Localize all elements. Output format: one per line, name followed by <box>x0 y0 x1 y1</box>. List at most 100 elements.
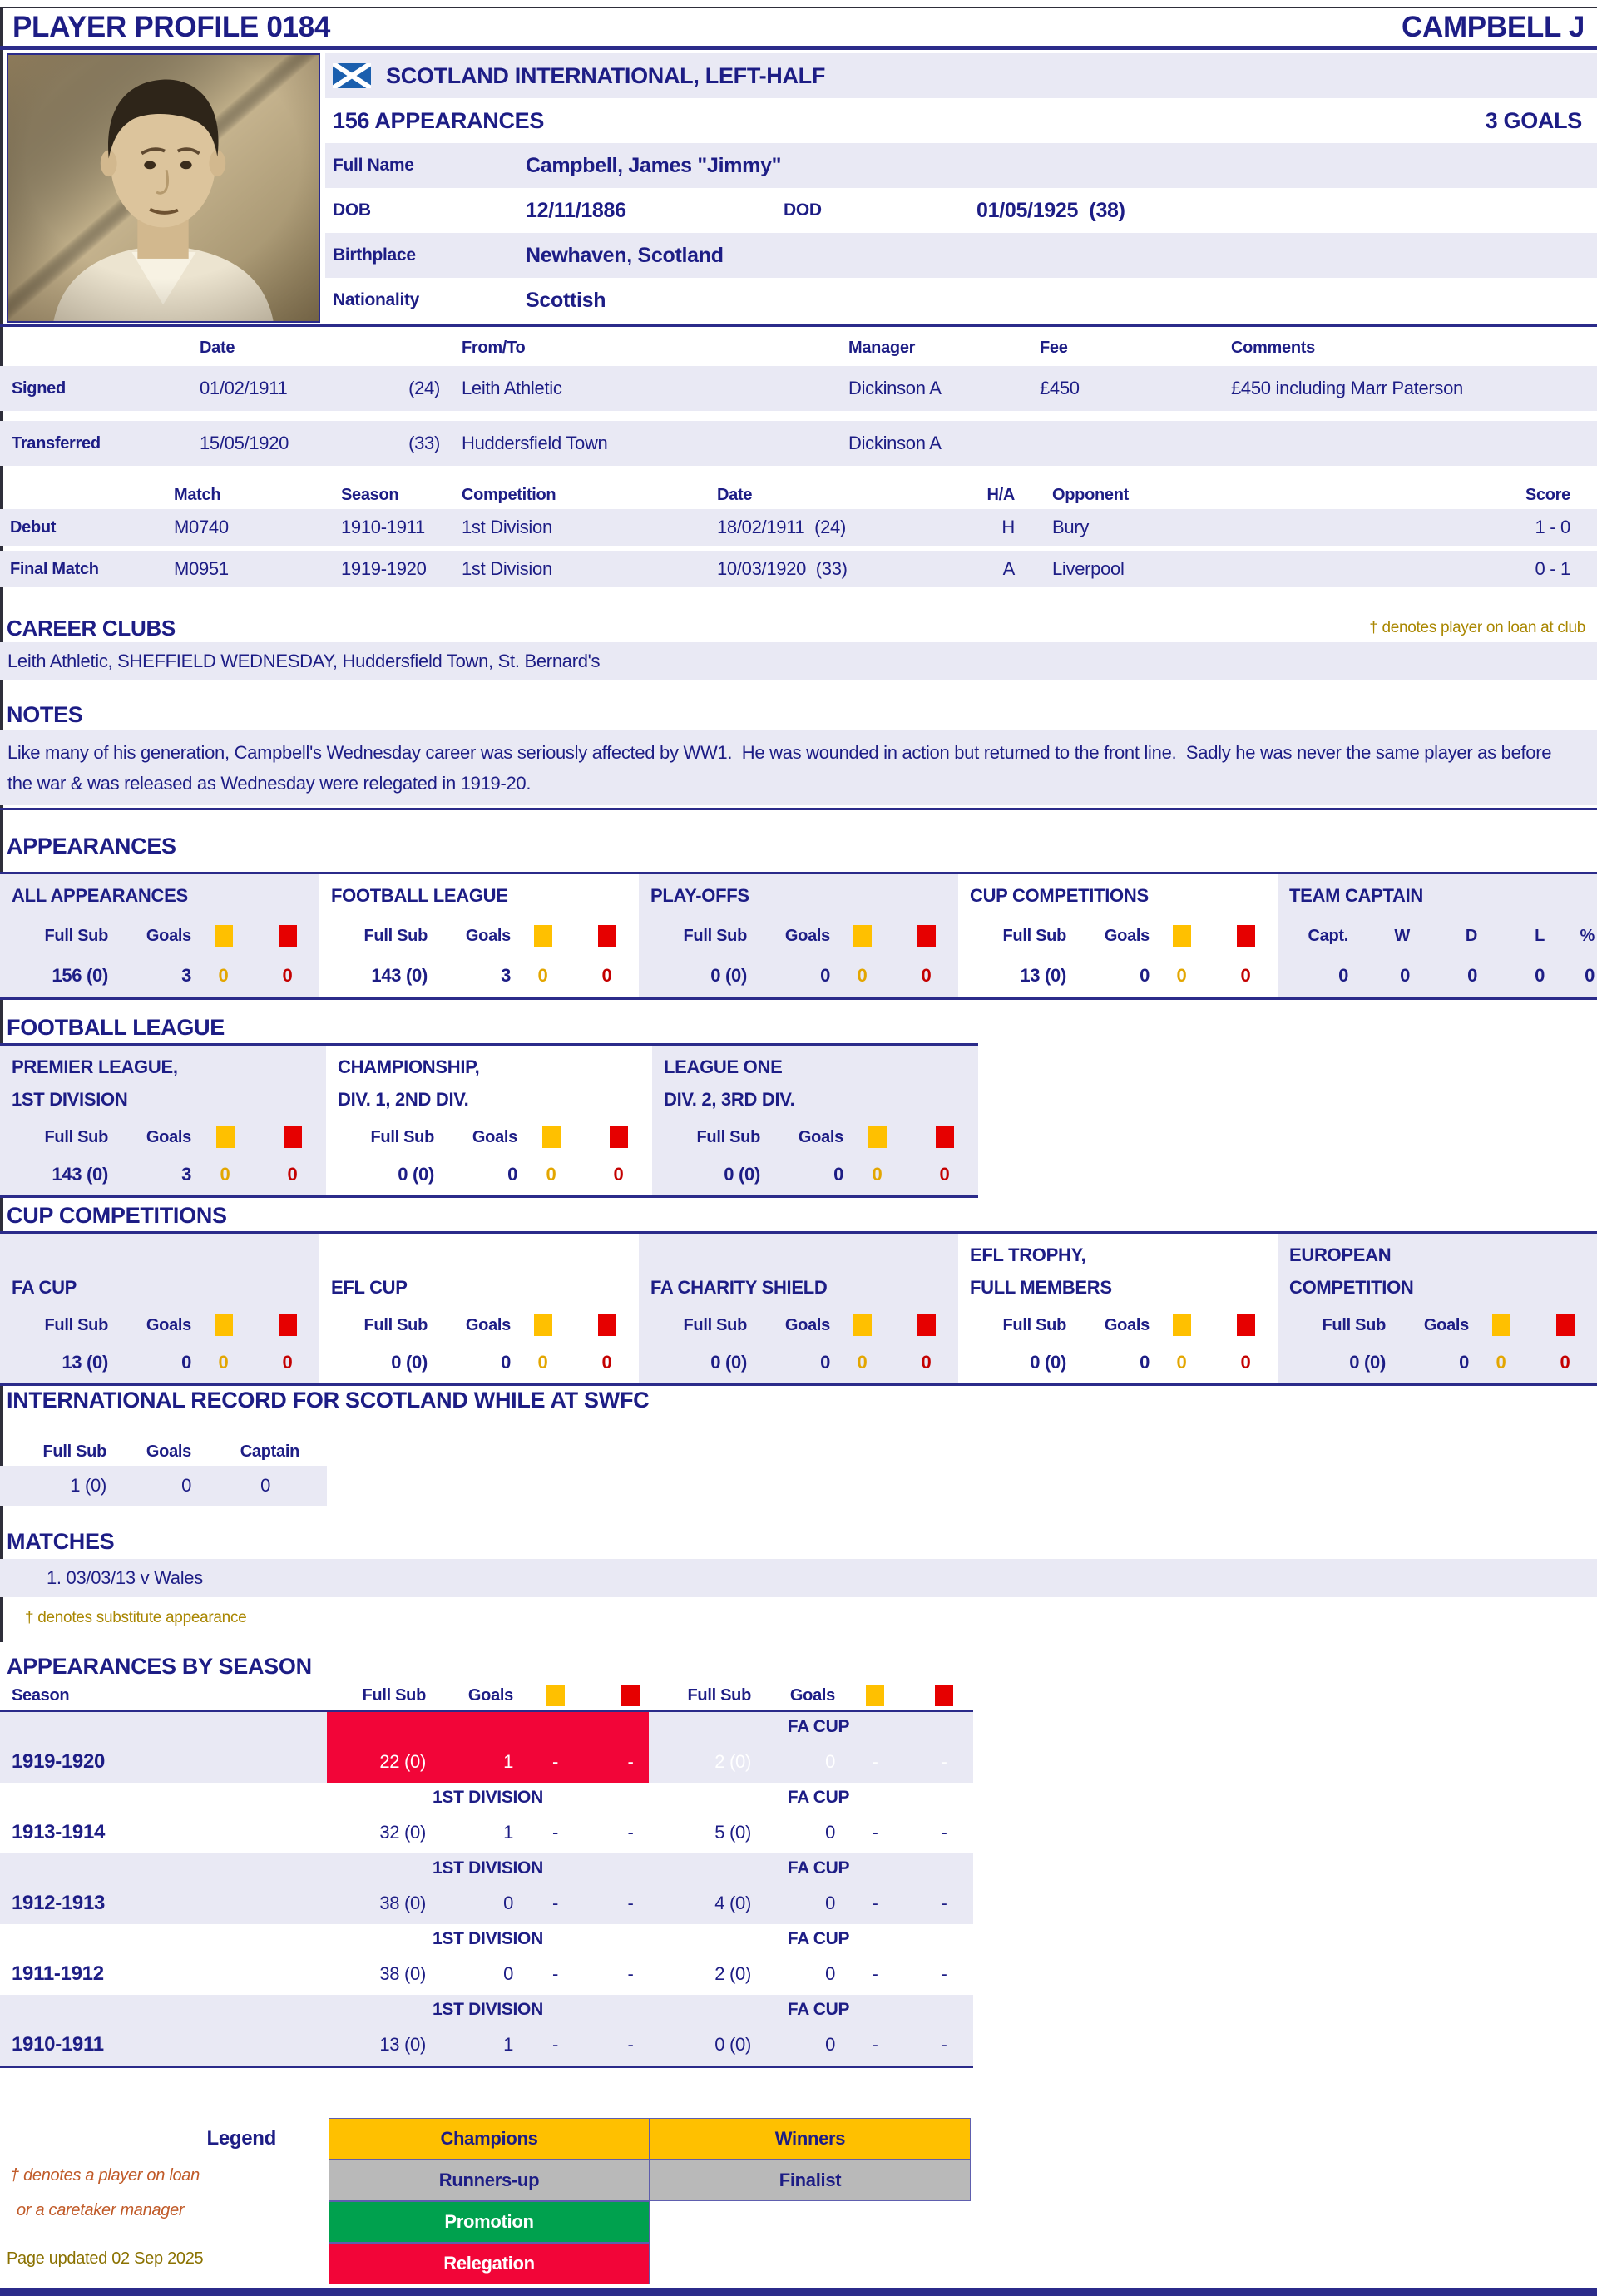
yellow-value: 0 <box>546 1164 556 1185</box>
red-card-icon <box>1236 1314 1255 1336</box>
page-updated: Page updated 02 Sep 2025 <box>7 2249 204 2268</box>
full-name-label: Full Name <box>333 156 414 175</box>
final-score: 0 - 1 <box>1535 558 1570 579</box>
football-league-title: FOOTBALL LEAGUE <box>7 1015 225 1040</box>
yellow-card-icon <box>214 925 233 947</box>
league-goals: 0 <box>503 1893 513 1913</box>
cup-yellow: - <box>872 2034 878 2055</box>
signed-date: 01/02/1911 <box>200 378 288 398</box>
league-full-sub: 13 (0) <box>379 2034 426 2055</box>
transferred-label: Transferred <box>12 433 101 453</box>
cup-yellow: - <box>872 1822 878 1843</box>
international-values: 1 (0) 0 0 <box>0 1466 327 1506</box>
panel-efl-trophy: EFL TROPHY, FULL MEMBERS Full Sub Goals … <box>958 1234 1278 1383</box>
panel-championship: CHAMPIONSHIP, DIV. 1, 2ND DIV. Full Sub … <box>326 1046 652 1195</box>
panel-title-line1 <box>639 1239 958 1271</box>
cup-goals: 0 <box>825 1893 835 1913</box>
goals-header: Goals <box>1104 1315 1150 1334</box>
red-value: 0 <box>282 965 293 986</box>
debut-competition: 1st Division <box>462 517 552 537</box>
dod-value: 01/05/1925 (38) <box>976 198 1125 222</box>
full-sub-header: Full Sub <box>1322 1315 1387 1334</box>
league-full-sub: 38 (0) <box>379 1893 426 1913</box>
red-card-icon <box>917 925 936 947</box>
league-red: - <box>627 2034 634 2055</box>
panel-charity-shield: FA CHARITY SHIELD Full Sub Goals 0 (0) 0… <box>639 1234 958 1383</box>
full-name-value: Campbell, James "Jimmy" <box>526 153 782 177</box>
col-comments: Comments <box>1231 338 1315 357</box>
cup-competition-label: FA CUP <box>787 1929 850 1948</box>
goals-header: Goals <box>1104 926 1150 945</box>
season-label: 1912-1913 <box>12 1892 106 1914</box>
appearances-table: ALL APPEARANCES Full Sub Goals 156 (0) 3… <box>0 872 1597 1000</box>
debut-score: 1 - 0 <box>1535 517 1570 537</box>
divider <box>0 808 1597 810</box>
league-yellow: - <box>551 2034 559 2055</box>
pct-value: 0 <box>1585 965 1595 986</box>
goals-header: Goals <box>784 926 830 945</box>
yellow-card-icon <box>533 1314 552 1336</box>
league-competition-label: 1ST DIVISION <box>433 1788 543 1807</box>
red-card-icon <box>621 1685 640 1706</box>
col-date: Date <box>200 338 235 357</box>
signed-row: Signed 01/02/1911 (24) Leith Athletic Di… <box>0 366 1597 411</box>
divider <box>0 2066 973 2068</box>
red-card-icon <box>597 925 616 947</box>
yellow-value: 0 <box>1176 965 1187 986</box>
career-clubs-list: Leith Athletic, SHEFFIELD WEDNESDAY, Hud… <box>0 642 1597 680</box>
yellow-card-icon <box>214 1314 233 1336</box>
goals-value: 3 <box>181 1164 191 1185</box>
red-value: 0 <box>1240 965 1251 986</box>
match-list-item: 1. 03/03/13 v Wales <box>0 1559 1597 1597</box>
red-card-icon <box>1555 1314 1575 1336</box>
intl-goals-header: Goals <box>146 1442 191 1461</box>
loan-caretaker-note-line1: † denotes a player on loan <box>10 2166 200 2185</box>
cup-competition-label: FA CUP <box>787 1858 850 1878</box>
red-card-icon <box>278 1314 297 1336</box>
debut-row: Debut M0740 1910-1911 1st Division 18/02… <box>0 509 1597 546</box>
by-season-title: APPEARANCES BY SEASON <box>7 1654 312 1679</box>
final-label: Final Match <box>10 559 99 578</box>
full-sub-header: Full Sub <box>363 926 428 945</box>
nationality-value: Scottish <box>526 288 606 312</box>
intl-goals-value: 0 <box>181 1475 191 1496</box>
goals-header: Goals <box>1423 1315 1469 1334</box>
legend-label: Legend <box>206 2127 276 2150</box>
league-red: - <box>627 1751 634 1772</box>
goals-value: 3 <box>501 965 511 986</box>
yellow-value: 0 <box>857 965 868 986</box>
league-yellow: - <box>551 1822 559 1843</box>
debut-match: M0740 <box>174 517 229 537</box>
cup-red: - <box>941 2034 947 2055</box>
panel-title: ALL APPEARANCES <box>12 885 188 906</box>
league-competition-label: 1ST DIVISION <box>433 2000 543 2019</box>
yellow-value: 0 <box>857 1352 868 1373</box>
red-card-icon <box>283 1126 302 1148</box>
panel-title-line2: FA CHARITY SHIELD <box>650 1277 828 1298</box>
full-name-row: Full Name Campbell, James "Jimmy" <box>325 143 1597 188</box>
cup-red: - <box>941 1822 947 1843</box>
full-sub-header: Full Sub <box>362 1685 427 1705</box>
col-fee: Fee <box>1040 338 1068 357</box>
league-goals: 1 <box>503 2034 513 2055</box>
league-competition-label: 1ST DIVISION <box>433 1858 543 1878</box>
appearances-title: APPEARANCES <box>7 834 176 859</box>
divider <box>0 1710 973 1712</box>
full-sub-header: Full Sub <box>687 1685 752 1705</box>
full-sub-header: Full Sub <box>363 1315 428 1334</box>
col-score: Score <box>1525 485 1570 504</box>
panel-title-line2: 1ST DIVISION <box>12 1089 128 1110</box>
intl-captain-header: Captain <box>240 1442 300 1461</box>
league-full-sub: 32 (0) <box>379 1822 426 1843</box>
red-card-icon <box>935 1126 954 1148</box>
yellow-card-icon <box>546 1685 565 1706</box>
season-block-1919-1920: 1ST DIVISION FA CUP 1919-1920 22 (0) 1 -… <box>0 1712 973 1783</box>
yellow-value: 0 <box>218 1352 229 1373</box>
league-yellow: - <box>551 1751 559 1772</box>
full-sub-value: 156 (0) <box>52 965 108 986</box>
panel-title-line2: DIV. 1, 2ND DIV. <box>338 1089 469 1110</box>
league-yellow: - <box>551 1963 559 1984</box>
league-full-sub: 22 (0) <box>379 1751 426 1772</box>
cup-goals: 0 <box>825 2034 835 2055</box>
